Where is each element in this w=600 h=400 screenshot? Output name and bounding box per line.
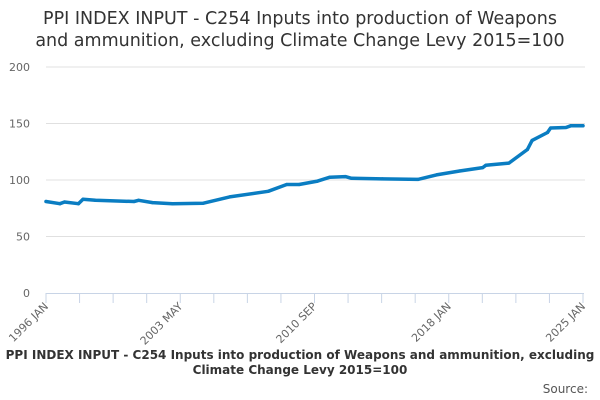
chart-title-line-2: and ammunition, excluding Climate Change… — [35, 31, 565, 51]
y-tick-label: 200 — [9, 61, 30, 74]
data-point — [434, 173, 439, 177]
y-tick-label: 0 — [23, 287, 30, 300]
data-point — [150, 201, 155, 205]
data-point — [548, 126, 553, 130]
data-point — [484, 163, 488, 167]
data-point — [44, 199, 48, 204]
x-tick-label: 1996 JAN — [6, 300, 51, 345]
data-point — [76, 202, 81, 206]
y-tick-label: 50 — [16, 231, 30, 244]
data-point — [457, 169, 462, 173]
data-point — [380, 177, 384, 181]
data-point — [132, 199, 136, 204]
data-point — [201, 201, 205, 205]
data-point — [343, 175, 347, 179]
data-point — [285, 182, 289, 187]
data-point — [507, 161, 511, 165]
y-tick-label: 150 — [9, 118, 30, 131]
data-point — [530, 138, 534, 143]
source-label: Source: — [542, 382, 588, 396]
data-point — [170, 202, 175, 206]
data-point — [58, 202, 62, 206]
data-point — [545, 130, 550, 135]
x-tick-label: 2003 MAY — [138, 300, 186, 348]
data-point — [416, 177, 420, 182]
data-point — [62, 200, 67, 204]
x-tick-label: 2025 JAN — [543, 300, 588, 345]
chart-footer-title: PPI INDEX INPUT - C254 Inputs into produ… — [5, 348, 595, 377]
data-point — [228, 195, 232, 199]
x-tick-label: 2010 SEP — [274, 300, 320, 346]
chart-title-line-1: PPI INDEX INPUT - C254 Inputs into produ… — [43, 9, 557, 29]
data-point — [569, 124, 573, 128]
data-point — [297, 182, 301, 187]
chart-title: PPI INDEX INPUT - C254 Inputs into produ… — [0, 8, 600, 52]
series-line — [44, 124, 585, 206]
data-point — [136, 198, 141, 202]
data-point — [525, 147, 530, 152]
y-tick-label: 100 — [9, 174, 30, 187]
data-point — [564, 125, 568, 130]
data-point — [349, 176, 354, 180]
x-tick-label: 2018 JAN — [409, 300, 454, 345]
data-point — [481, 165, 485, 170]
data-point — [328, 175, 332, 179]
data-point — [93, 198, 97, 202]
data-point — [315, 179, 320, 183]
data-point — [581, 124, 585, 128]
data-point — [81, 197, 85, 201]
data-point — [266, 189, 270, 193]
